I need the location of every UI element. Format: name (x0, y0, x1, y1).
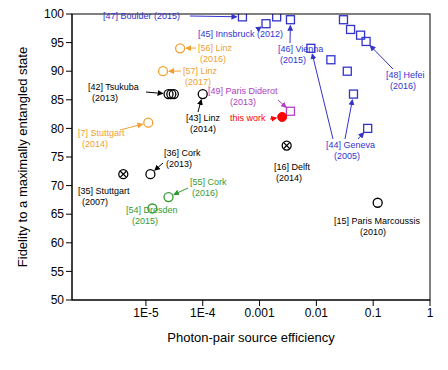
svg-text:Photon-pair source efficiency: Photon-pair source efficiency (167, 330, 335, 345)
svg-text:[35] Stuttgart: [35] Stuttgart (78, 186, 130, 196)
svg-text:(2016): (2016) (390, 81, 416, 91)
svg-text:(2014): (2014) (82, 139, 108, 149)
svg-text:(2005): (2005) (334, 151, 360, 161)
svg-text:(2007): (2007) (82, 197, 108, 207)
svg-text:(2013): (2013) (92, 93, 118, 103)
svg-text:0.001: 0.001 (245, 306, 275, 320)
svg-text:[49] Paris Diderot: [49] Paris Diderot (208, 86, 278, 96)
svg-text:(2015): (2015) (132, 216, 158, 226)
svg-text:(2013): (2013) (166, 159, 192, 169)
svg-text:[16] Delft: [16] Delft (274, 162, 311, 172)
svg-text:[15] Paris Marcoussis: [15] Paris Marcoussis (334, 216, 421, 226)
svg-text:(2016): (2016) (192, 188, 218, 198)
svg-text:(2014): (2014) (276, 173, 302, 183)
svg-text:[48] Hefei: [48] Hefei (386, 70, 425, 80)
svg-text:[42] Tsukuba: [42] Tsukuba (88, 82, 139, 92)
svg-text:(2013): (2013) (230, 97, 256, 107)
svg-text:65: 65 (51, 207, 65, 221)
svg-text:(2017): (2017) (185, 77, 211, 87)
svg-text:[36] Cork: [36] Cork (164, 148, 201, 158)
svg-text:[7] Stuttgart: [7] Stuttgart (78, 128, 125, 138)
svg-text:[47] Boulder (2015): [47] Boulder (2015) (103, 11, 180, 21)
svg-text:(2014): (2014) (190, 124, 216, 134)
svg-text:85: 85 (51, 93, 65, 107)
svg-text:1: 1 (427, 306, 434, 320)
svg-text:100: 100 (44, 8, 64, 21)
svg-text:Fidelity to a maximally entang: Fidelity to a maximally entangled state (15, 47, 30, 267)
svg-text:70: 70 (51, 179, 65, 193)
svg-text:[57] Linz: [57] Linz (183, 66, 218, 76)
svg-text:75: 75 (51, 150, 65, 164)
svg-text:90: 90 (51, 64, 65, 78)
svg-text:(2010): (2010) (360, 227, 386, 237)
svg-text:(2016): (2016) (200, 54, 226, 64)
svg-text:55: 55 (51, 265, 65, 279)
svg-text:[54] Dresden: [54] Dresden (126, 205, 178, 215)
svg-text:50: 50 (51, 293, 65, 307)
svg-text:this work: this work (230, 113, 266, 123)
svg-text:[44] Geneva: [44] Geneva (326, 140, 375, 150)
svg-text:[56] Linz: [56] Linz (198, 43, 233, 53)
svg-text:0.01: 0.01 (305, 306, 329, 320)
svg-text:1E-4: 1E-4 (190, 306, 216, 320)
svg-text:95: 95 (51, 36, 65, 50)
svg-text:[46] Vienna: [46] Vienna (278, 44, 323, 54)
svg-text:80: 80 (51, 122, 65, 136)
svg-text:[43] Linz: [43] Linz (186, 113, 221, 123)
svg-text:1E-5: 1E-5 (133, 306, 159, 320)
svg-text:(2015): (2015) (280, 55, 306, 65)
svg-text:[55] Cork: [55] Cork (190, 177, 227, 187)
svg-text:60: 60 (51, 236, 65, 250)
svg-text:0.1: 0.1 (365, 306, 382, 320)
svg-text:[45] Innsbruck (2012): [45] Innsbruck (2012) (198, 29, 283, 39)
